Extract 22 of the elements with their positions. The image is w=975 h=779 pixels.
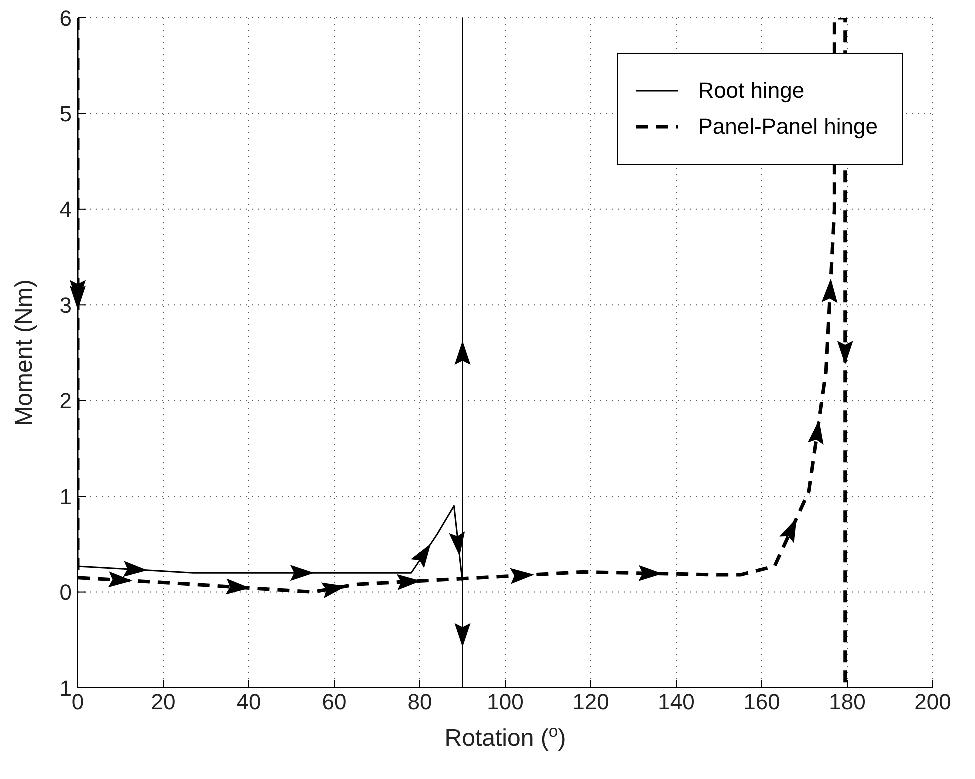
x-tick-label: 100	[487, 690, 524, 715]
y-tick-label: 1	[60, 676, 72, 701]
x-axis-title: Rotation ($^{o}$)	[444, 722, 566, 752]
x-tick-label: 40	[236, 690, 262, 715]
y-tick-label: 2	[60, 388, 72, 414]
x-tick-label: 120	[572, 690, 610, 715]
legend-label: Panel-Panel hinge	[698, 114, 878, 140]
y-tick-label: 0	[60, 580, 72, 606]
y-tick-label: 1	[60, 484, 72, 510]
x-tick-label: 140	[658, 690, 695, 715]
y-tick-label: 5	[60, 102, 72, 127]
y-tick-label: 6	[60, 6, 72, 31]
y-tick-label: 3	[60, 292, 72, 318]
x-tick-label: 60	[322, 690, 347, 715]
x-tick-label: 20	[151, 690, 176, 715]
y-axis-title: Moment (Nm)	[11, 280, 38, 426]
legend-label: Root hinge	[698, 78, 805, 104]
y-tick-label: 4	[60, 197, 72, 222]
x-tick-label: 80	[408, 690, 432, 715]
x-tick-label: 200	[914, 690, 952, 715]
x-tick-label: 180	[829, 690, 866, 715]
x-tick-label: 160	[744, 690, 780, 715]
